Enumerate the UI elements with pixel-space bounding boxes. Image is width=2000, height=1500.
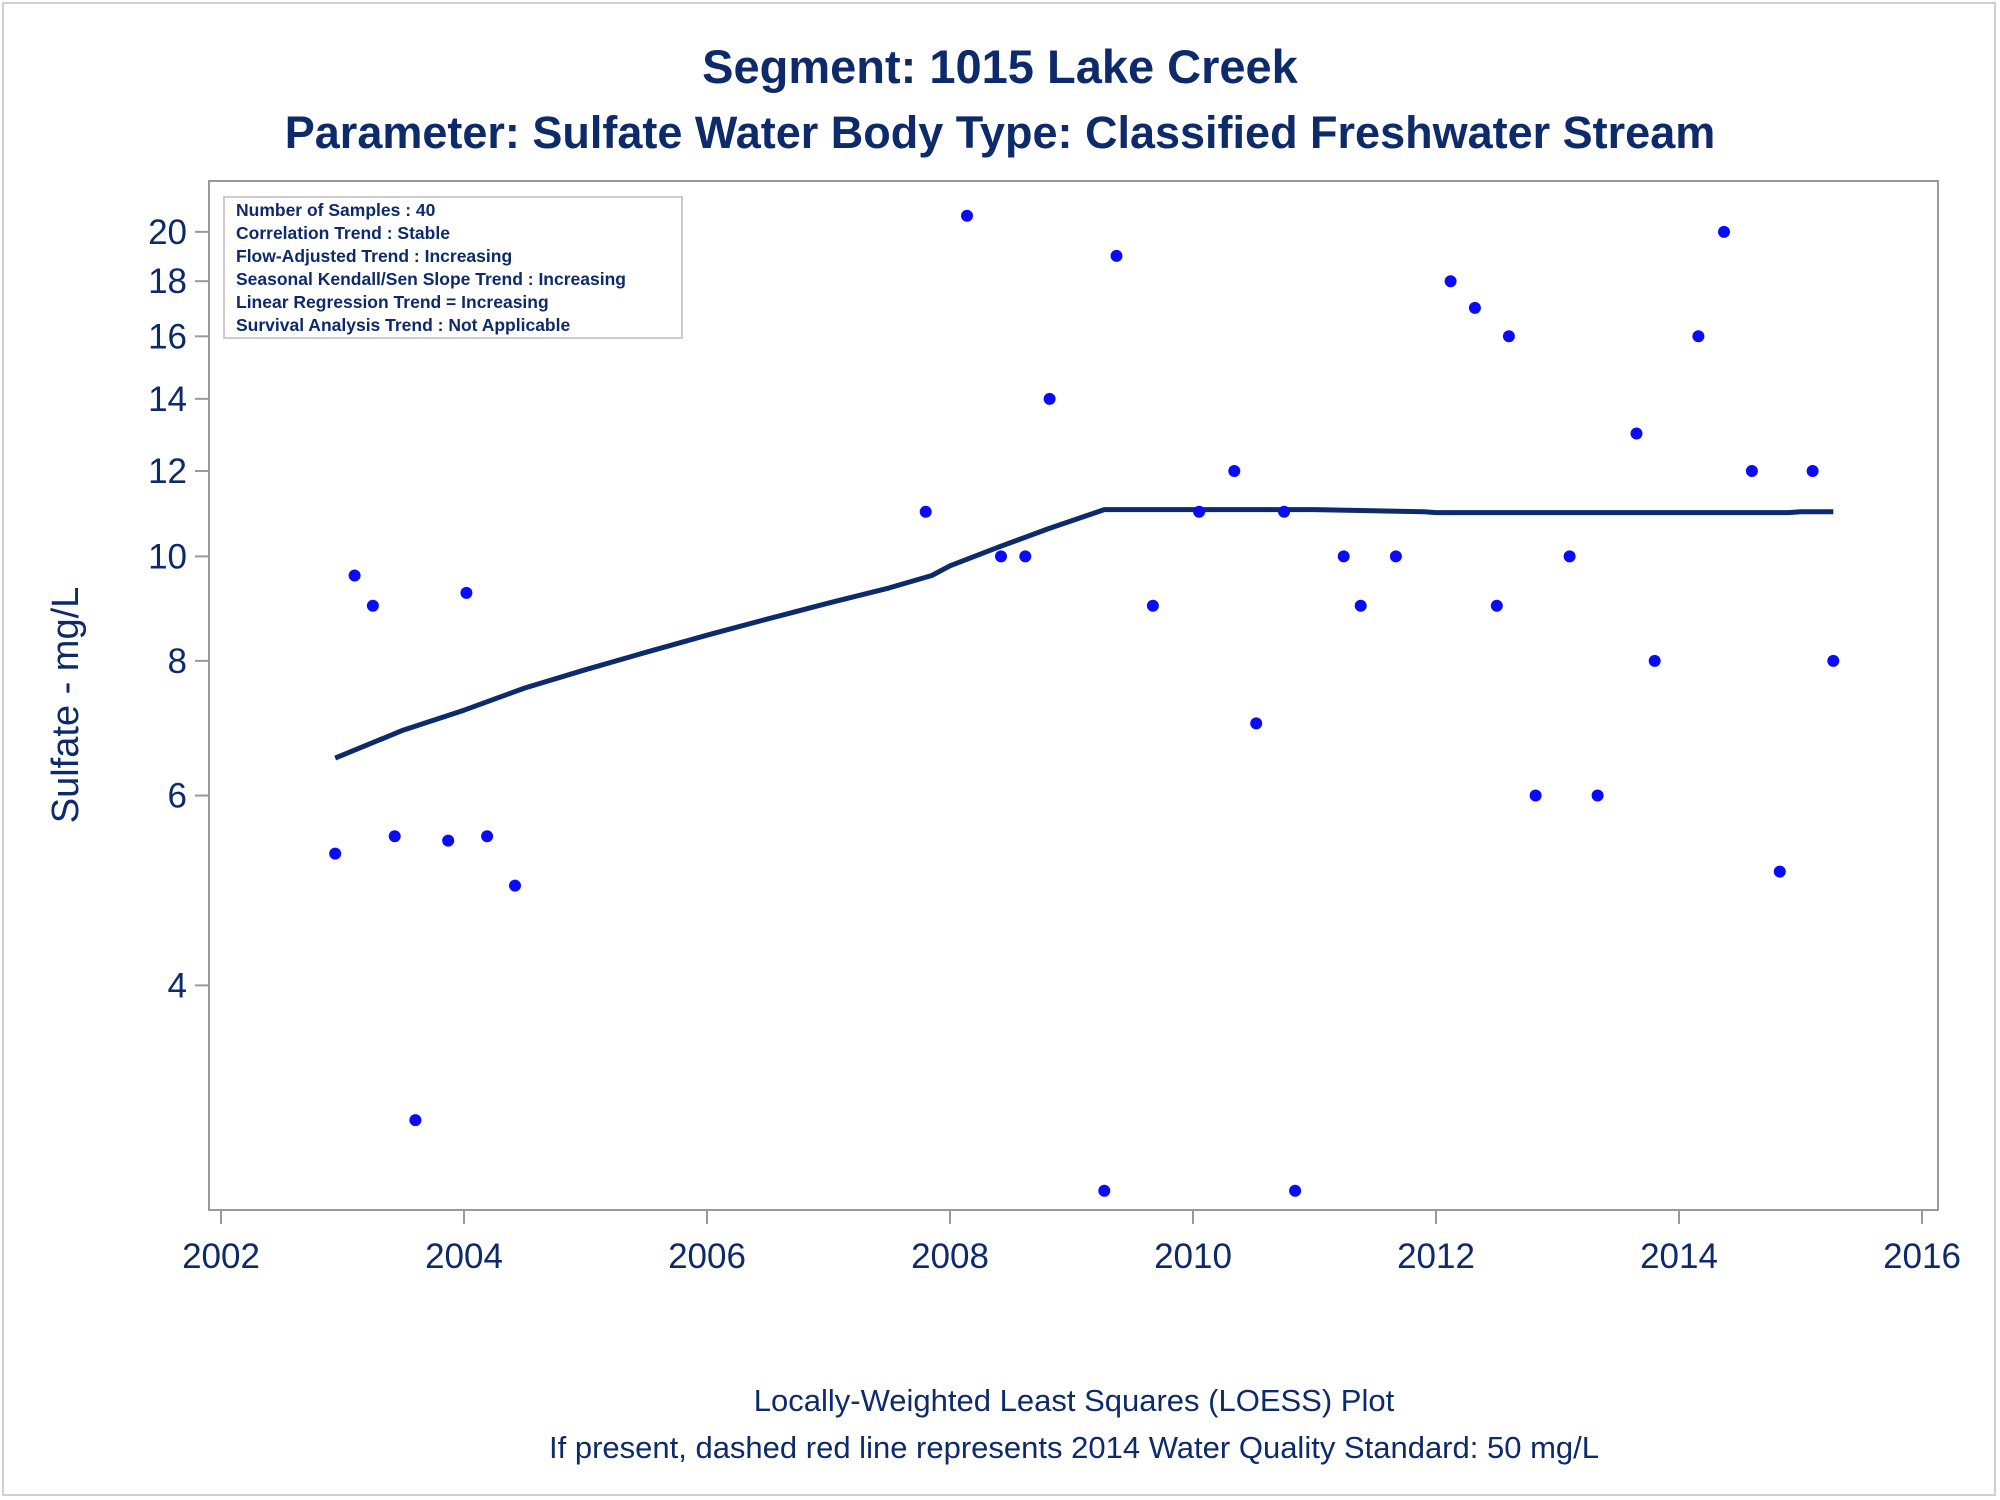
- y-tick-label: 6: [168, 777, 187, 816]
- data-point: [1354, 599, 1367, 612]
- data-point: [348, 569, 361, 582]
- data-point: [1468, 301, 1481, 314]
- data-point: [509, 879, 521, 892]
- info-line-correlation: Correlation Trend : Stable: [236, 223, 450, 243]
- x-tick-label: 2002: [182, 1237, 260, 1276]
- data-point: [1630, 427, 1643, 440]
- y-tick-label: 10: [148, 537, 187, 576]
- info-box-border: [223, 196, 683, 339]
- data-point: [1193, 505, 1206, 518]
- data-point: [1250, 717, 1263, 730]
- data-point: [961, 209, 973, 222]
- chart-title: Segment: 1015 Lake Creek: [702, 40, 1299, 93]
- x-tick-label: 2012: [1397, 1237, 1475, 1276]
- chart-subtitle: Parameter: Sulfate Water Body Type: Clas…: [285, 107, 1715, 158]
- data-point: [1806, 465, 1819, 477]
- data-point: [481, 830, 494, 843]
- data-point: [1529, 789, 1542, 802]
- y-tick-label: 14: [148, 380, 187, 419]
- info-line-samples: Number of Samples : 40: [236, 200, 436, 220]
- data-point: [1444, 275, 1457, 288]
- info-box: Number of Samples : 40 Correlation Trend…: [223, 196, 683, 339]
- data-point: [1563, 550, 1576, 563]
- data-point: [1019, 550, 1032, 563]
- data-point: [995, 550, 1007, 563]
- footnote-standard: If present, dashed red line represents 2…: [549, 1430, 1599, 1465]
- data-point: [1502, 330, 1515, 343]
- data-point: [1289, 1184, 1302, 1197]
- data-point: [1490, 599, 1503, 612]
- x-tick-label: 2004: [425, 1237, 503, 1276]
- data-point: [460, 586, 473, 599]
- x-tick-label: 2016: [1883, 1237, 1961, 1276]
- data-point: [1718, 225, 1730, 238]
- info-line-flow-adjusted: Flow-Adjusted Trend : Increasing: [236, 246, 512, 266]
- info-line-linear-regression: Linear Regression Trend = Increasing: [236, 292, 549, 312]
- points-layer: [329, 209, 1840, 1197]
- plot-area: [208, 180, 1939, 1211]
- data-point: [1337, 550, 1350, 563]
- data-point: [1591, 789, 1604, 802]
- y-axis-label: Sulfate - mg/L: [45, 587, 87, 824]
- x-axis: 2002 2004 2006 2008 2010 2012 2014 2016: [182, 1210, 1961, 1276]
- data-point: [1648, 654, 1661, 667]
- data-point: [1692, 330, 1705, 343]
- data-point: [1098, 1184, 1111, 1197]
- info-line-seasonal-kendall: Seasonal Kendall/Sen Slope Trend : Incre…: [236, 269, 626, 289]
- data-point: [1745, 465, 1758, 477]
- data-point: [1043, 392, 1056, 405]
- footnote-loess: Locally-Weighted Least Squares (LOESS) P…: [754, 1383, 1395, 1418]
- info-line-survival: Survival Analysis Trend : Not Applicable: [236, 315, 570, 335]
- data-point: [388, 830, 401, 843]
- data-point: [1773, 865, 1786, 878]
- loess-layer: [334, 507, 1834, 761]
- y-tick-label: 18: [148, 262, 187, 301]
- y-tick-label: 20: [148, 213, 187, 252]
- x-tick-label: 2014: [1640, 1237, 1718, 1276]
- y-tick-label: 8: [168, 642, 187, 681]
- x-tick-label: 2008: [911, 1237, 989, 1276]
- data-point: [1110, 249, 1123, 262]
- y-axis: 4 6 8 10 12 14 16 18 20: [148, 213, 209, 1005]
- y-tick-label: 12: [148, 452, 187, 491]
- data-point: [1827, 654, 1840, 667]
- data-point: [366, 599, 379, 612]
- x-tick-label: 2010: [1154, 1237, 1232, 1276]
- data-point: [1389, 550, 1402, 563]
- data-point: [329, 847, 342, 860]
- data-point: [409, 1114, 422, 1127]
- y-tick-label: 4: [168, 966, 187, 1005]
- data-point: [442, 834, 455, 847]
- x-tick-label: 2006: [668, 1237, 746, 1276]
- y-tick-label: 16: [148, 317, 187, 356]
- loess-line: [334, 507, 1834, 761]
- data-point: [1228, 465, 1241, 477]
- data-point: [1278, 505, 1291, 518]
- data-point: [1146, 599, 1159, 612]
- data-point: [919, 505, 932, 518]
